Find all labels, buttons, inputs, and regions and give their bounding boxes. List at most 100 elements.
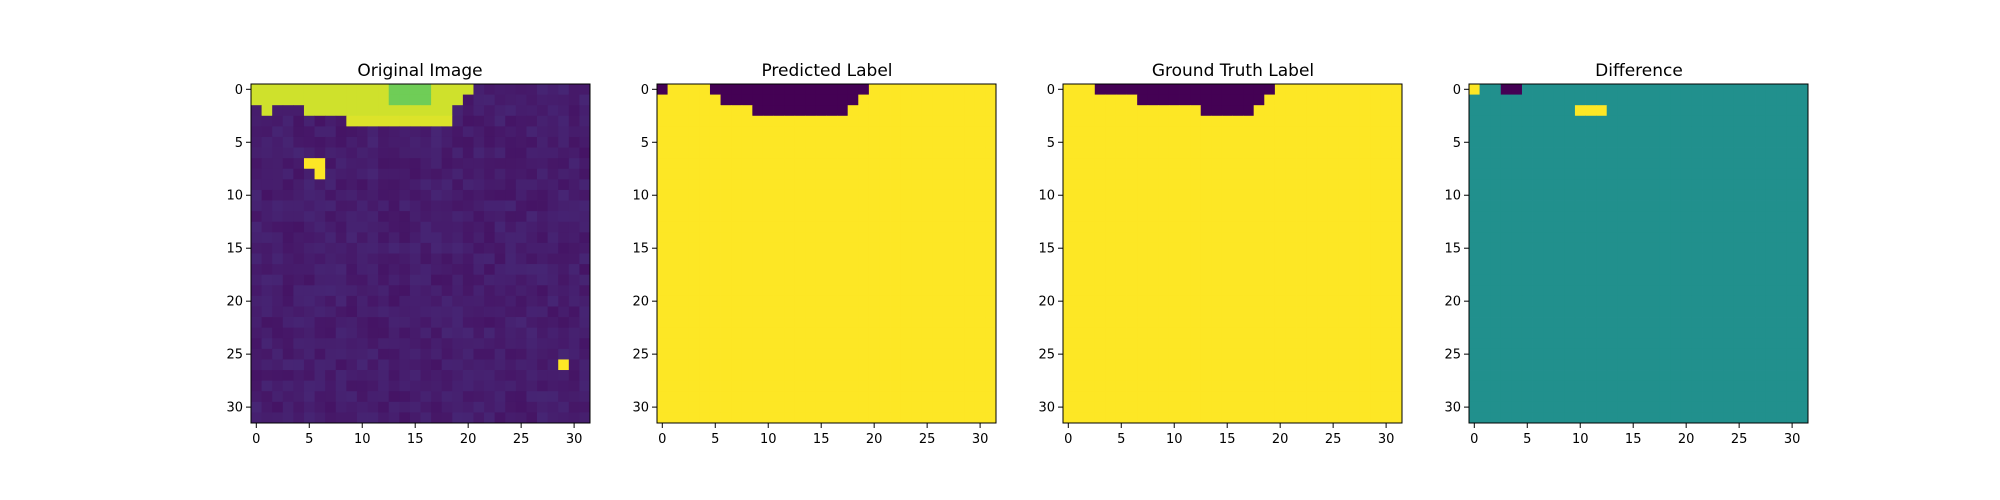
heatmap-cell [773, 380, 785, 392]
heatmap-cell [1306, 317, 1318, 329]
heatmap-cell [985, 94, 997, 106]
heatmap-cell [431, 274, 443, 286]
heatmap-cell [921, 211, 933, 223]
heatmap-cell [272, 327, 284, 339]
heatmap-cell [579, 221, 591, 233]
heatmap-cell [1338, 158, 1350, 170]
heatmap-cell [388, 242, 400, 254]
heatmap-cell [1670, 306, 1682, 318]
heatmap-cell [752, 370, 764, 382]
heatmap-cell [356, 94, 368, 106]
heatmap-cell [1211, 158, 1223, 170]
heatmap-cell [805, 370, 817, 382]
heatmap-cell [1680, 380, 1692, 392]
heatmap-cell [794, 115, 806, 127]
heatmap-cell [462, 158, 474, 170]
heatmap-cell [709, 136, 721, 148]
heatmap-cell [1105, 211, 1117, 223]
heatmap-cell [1596, 211, 1608, 223]
heatmap-cell [1380, 327, 1392, 339]
heatmap-cell [1084, 179, 1096, 191]
heatmap-cell [335, 338, 347, 350]
heatmap-cell [505, 136, 517, 148]
heatmap-cell [1553, 306, 1565, 318]
heatmap-cell [858, 274, 870, 286]
heatmap-cell [1296, 348, 1308, 360]
heatmap-cell [1606, 274, 1618, 286]
heatmap-cell [858, 94, 870, 106]
heatmap-cell [1094, 147, 1106, 159]
heatmap-cell [868, 105, 880, 117]
heatmap-cell [1479, 359, 1491, 371]
heatmap-cell [1638, 370, 1650, 382]
heatmap-cell [431, 285, 443, 297]
heatmap-cell [805, 401, 817, 413]
heatmap-cell [943, 391, 955, 403]
heatmap-cell [932, 274, 944, 286]
heatmap-cell [1765, 327, 1777, 339]
heatmap-cell [346, 317, 358, 329]
heatmap-cell [900, 115, 912, 127]
heatmap-cell [688, 264, 700, 276]
heatmap-cell [1744, 370, 1756, 382]
heatmap-cell [1744, 401, 1756, 413]
heatmap-cell [1723, 274, 1735, 286]
heatmap-cell [367, 158, 379, 170]
heatmap-cell [515, 200, 527, 212]
heatmap-cell [1765, 306, 1777, 318]
heatmap-cell [1063, 380, 1074, 392]
heatmap-cell [388, 179, 400, 191]
heatmap-cell [526, 285, 538, 297]
heatmap-cell [441, 189, 453, 201]
heatmap-cell [731, 370, 743, 382]
heatmap-cell [293, 158, 305, 170]
heatmap-cell [1776, 285, 1788, 297]
heatmap-cell [325, 189, 337, 201]
heatmap-cell [325, 253, 337, 265]
heatmap-cell [1084, 412, 1096, 424]
heatmap-cell [720, 348, 732, 360]
heatmap-cell [826, 295, 838, 307]
heatmap-cell [699, 94, 711, 106]
heatmap-cell [858, 412, 870, 424]
heatmap-cell [452, 232, 464, 244]
heatmap-cell [1702, 327, 1714, 339]
heatmap-cell [1574, 211, 1586, 223]
heatmap-cell [1063, 264, 1074, 276]
heatmap-cell [335, 126, 347, 138]
heatmap-cell [293, 370, 305, 382]
heatmap-cell [314, 168, 326, 180]
heatmap-cell [325, 115, 337, 127]
heatmap-cell [282, 84, 294, 95]
heatmap-cell [1733, 306, 1745, 318]
heatmap-cell [261, 327, 273, 339]
heatmap-cell [568, 370, 580, 382]
heatmap-cell [1659, 200, 1671, 212]
heatmap-cell [1755, 158, 1767, 170]
heatmap-cell [1137, 147, 1149, 159]
heatmap-cell [709, 317, 721, 329]
heatmap-cell [1200, 158, 1212, 170]
heatmap-cell [568, 189, 580, 201]
heatmap-cell [282, 412, 294, 424]
heatmap-cell [1532, 126, 1544, 138]
heatmap-cell [1317, 105, 1329, 117]
heatmap-cell [773, 338, 785, 350]
heatmap-cell [1317, 94, 1329, 106]
heatmap-cell [1126, 317, 1138, 329]
heatmap-cell [1638, 327, 1650, 339]
heatmap-cell [1243, 200, 1255, 212]
heatmap-cell [699, 370, 711, 382]
heatmap-cell [815, 306, 827, 318]
heatmap-cell [699, 242, 711, 254]
heatmap-cell [1285, 380, 1297, 392]
heatmap-cell [1585, 306, 1597, 318]
heatmap-cell [431, 306, 443, 318]
heatmap-cell [900, 285, 912, 297]
heatmap-cell [1317, 189, 1329, 201]
heatmap-cell [473, 200, 485, 212]
heatmap-cell [1702, 105, 1714, 117]
heatmap-cell [1574, 84, 1586, 95]
heatmap-cell [1285, 115, 1297, 127]
heatmap-cell [847, 295, 859, 307]
